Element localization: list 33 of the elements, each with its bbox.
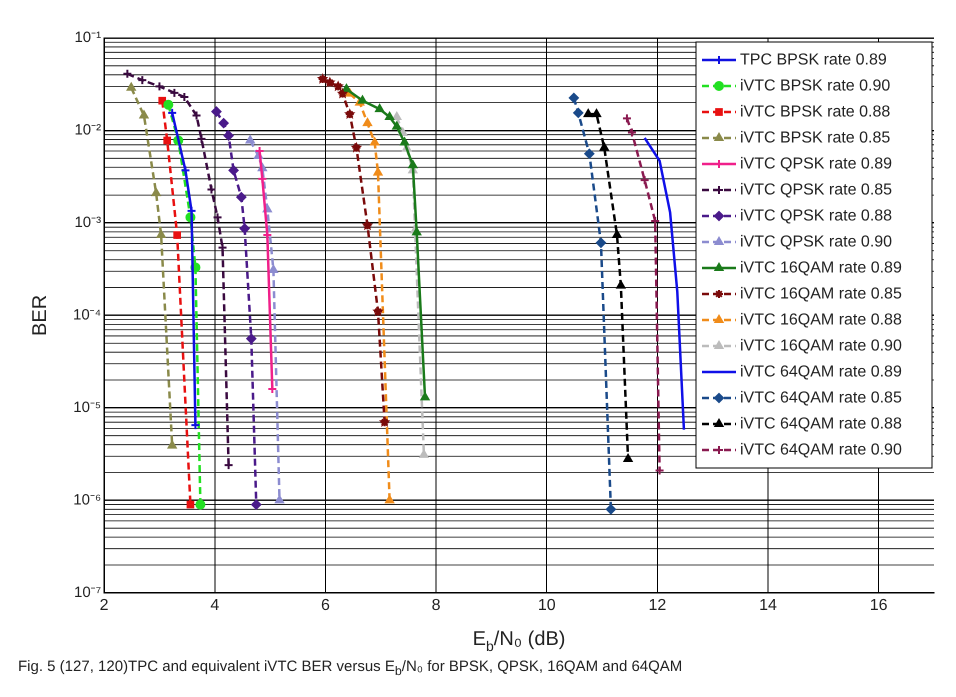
legend-label: iVTC BPSK rate 0.88 (740, 103, 890, 120)
y-tick-label: 10⁻² (74, 122, 102, 139)
x-tick-label: 4 (210, 596, 220, 614)
caption: Fig. 5 (127, 120)TPC and equivalent iVTC BER versus E$_{b}$/N₀ for BPSK, QPSK, 16QAM and 64QAM (18, 658, 684, 678)
x-tick-label: 12 (648, 596, 666, 614)
legend-label: iVTC QPSK rate 0.89 (740, 155, 892, 172)
x-tick-label: 16 (870, 596, 888, 614)
x-tick-label: 2 (100, 596, 109, 614)
y-tick-label: 10⁻⁴ (72, 306, 102, 324)
y-tick-label: 10⁻⁷ (74, 584, 102, 601)
y-tick-label: 10⁻³ (74, 214, 102, 232)
legend-label: iVTC QPSK rate 0.85 (740, 181, 892, 198)
legend-label: iVTC BPSK rate 0.85 (740, 129, 890, 146)
y-tick-label: 10⁻⁶ (73, 491, 102, 508)
legend-label: iVTC 16QAM rate 0.89 (740, 259, 902, 276)
legend-label: iVTC 64QAM rate 0.90 (740, 441, 902, 458)
y-tick-label: 10⁻¹ (74, 29, 102, 46)
y-tick-label: 10⁻⁵ (73, 399, 102, 416)
legend-label: iVTC 16QAM rate 0.85 (740, 285, 902, 302)
legend-label: iVTC QPSK rate 0.90 (740, 233, 892, 250)
legend-label: iVTC QPSK rate 0.88 (740, 207, 892, 224)
legend-label: TPC BPSK rate 0.89 (740, 51, 887, 68)
legend-label: iVTC BPSK rate 0.90 (740, 77, 890, 94)
x-tick-label: 14 (759, 596, 778, 614)
legend-label: iVTC 64QAM rate 0.88 (740, 415, 902, 432)
legend-label: iVTC 64QAM rate 0.89 (740, 363, 902, 380)
legend-label: iVTC 16QAM rate 0.90 (740, 337, 902, 354)
y-axis-title: BER (29, 294, 52, 336)
x-tick-label: 8 (432, 596, 441, 614)
legend-label: iVTC 16QAM rate 0.88 (740, 311, 902, 328)
x-tick-label: 6 (320, 596, 330, 614)
x-tick-label: 10 (538, 596, 556, 614)
legend-label: iVTC 64QAM rate 0.85 (740, 389, 902, 406)
